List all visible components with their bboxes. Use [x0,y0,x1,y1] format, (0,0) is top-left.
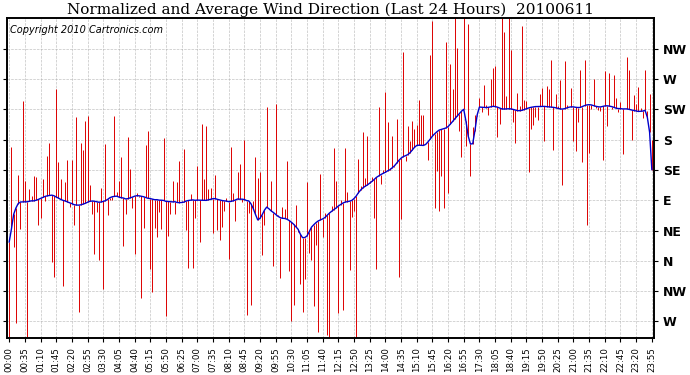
Text: Copyright 2010 Cartronics.com: Copyright 2010 Cartronics.com [10,25,163,35]
Title: Normalized and Average Wind Direction (Last 24 Hours)  20100611: Normalized and Average Wind Direction (L… [67,3,594,17]
